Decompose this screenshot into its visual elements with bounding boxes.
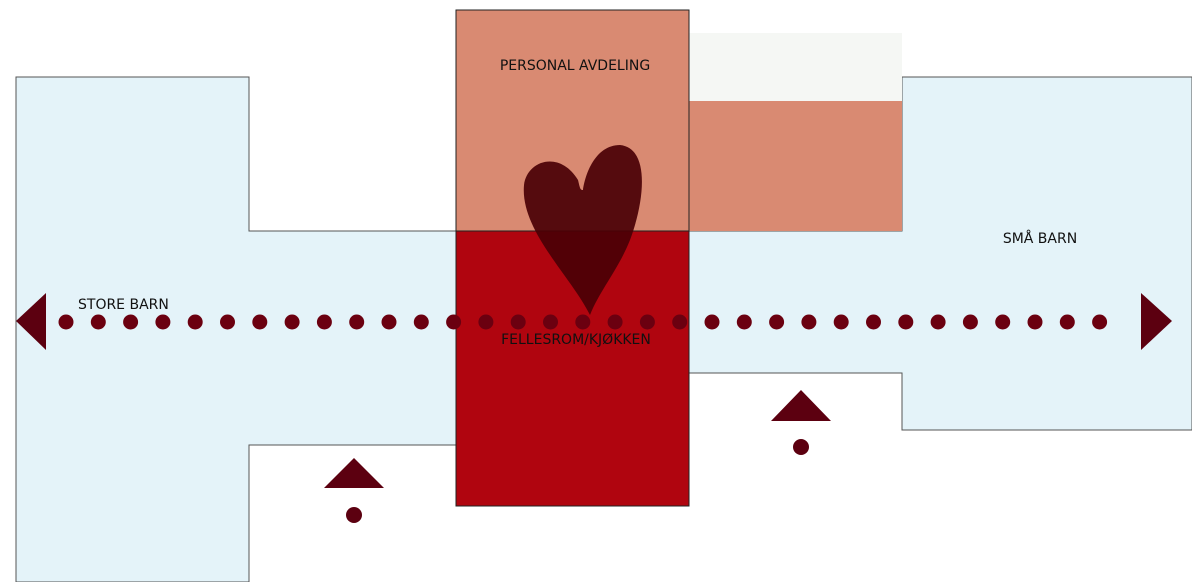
path-dot — [349, 314, 365, 330]
path-dot — [930, 314, 946, 330]
entrance-dot — [346, 507, 362, 523]
room-label: SMÅ BARN — [1003, 230, 1077, 247]
older-wing — [15, 76, 457, 583]
path-dot — [90, 314, 106, 330]
path-dot — [672, 314, 688, 330]
staff-annex-light — [689, 33, 902, 101]
path-dot — [543, 314, 558, 330]
arrow-right — [1141, 293, 1172, 350]
path-dot — [316, 314, 332, 330]
path-dot — [639, 314, 655, 330]
path-dot — [1059, 314, 1075, 330]
path-dot — [995, 314, 1011, 330]
path-dot — [155, 314, 171, 330]
path-dot — [123, 314, 139, 330]
heart — [523, 145, 642, 315]
path-dot — [284, 314, 300, 330]
path-dot — [187, 314, 203, 330]
path-dot — [413, 314, 429, 330]
path-dot — [446, 314, 462, 330]
path-dot — [575, 314, 591, 330]
path-dot — [220, 314, 235, 330]
arrow-left — [16, 293, 46, 350]
path-dot — [833, 314, 849, 330]
path-dot — [478, 314, 494, 330]
path-dot — [704, 314, 720, 330]
room-label: STORE BARN — [78, 297, 169, 313]
path-dot — [736, 314, 752, 330]
entrance-arrow — [771, 390, 831, 421]
entrance-dot — [793, 439, 809, 455]
entrance-arrow — [324, 458, 384, 488]
path-dots — [58, 314, 1108, 330]
path-dot — [866, 314, 881, 330]
path-dot — [1027, 314, 1043, 330]
staff-annex — [689, 101, 902, 231]
path-dot — [510, 314, 526, 330]
path-dot — [1092, 314, 1108, 330]
path-dot — [769, 314, 785, 330]
room-label: FELLESROM/KJØKKEN — [501, 332, 651, 348]
path-dot — [801, 314, 817, 330]
path-dot — [381, 314, 397, 330]
path-dot — [58, 314, 74, 330]
path-dot — [607, 314, 623, 330]
path-dot — [252, 314, 268, 330]
room-label: PERSONAL AVDELING — [500, 58, 650, 74]
path-dot — [962, 314, 978, 330]
path-dot — [898, 314, 914, 330]
